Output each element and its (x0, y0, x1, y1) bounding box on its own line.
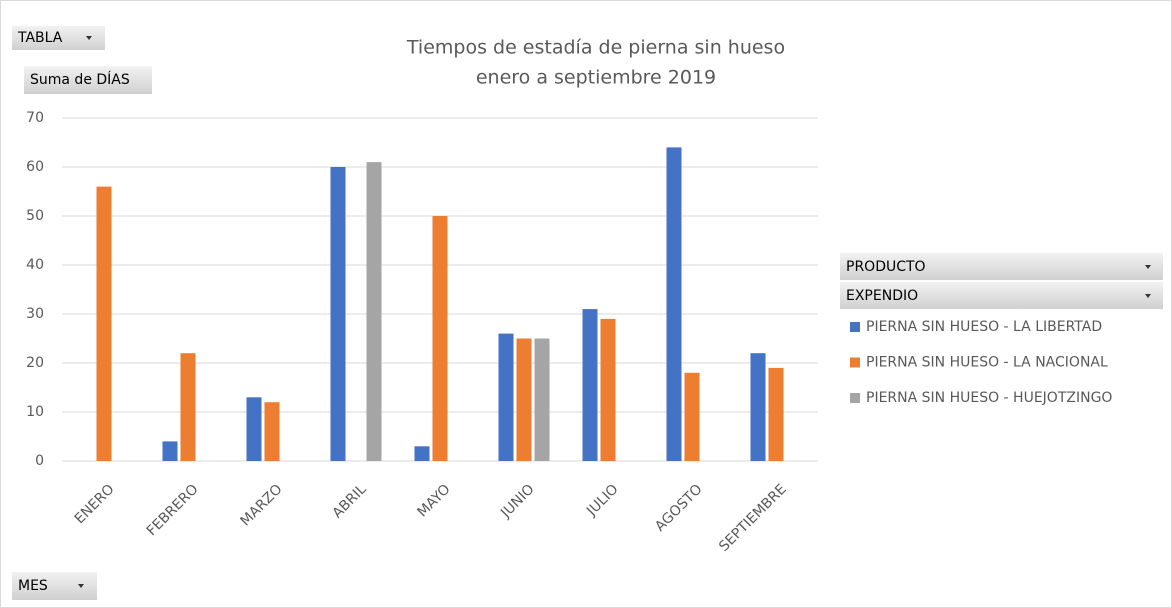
filter-button[interactable]: TABLA (12, 26, 105, 50)
bar (366, 162, 382, 461)
legend-swatch (850, 357, 860, 368)
bar (414, 446, 430, 461)
legend-field: EXPENDIO (846, 288, 918, 304)
legend-swatch (850, 393, 860, 403)
bar (330, 167, 346, 461)
bar (516, 338, 532, 461)
bar (750, 353, 766, 461)
bar (180, 353, 196, 461)
y-tick-label: 40 (26, 257, 44, 273)
y-tick-label: 30 (26, 306, 44, 322)
bar (96, 186, 112, 461)
legend-label: PIERNA SIN HUESO - LA NACIONAL (866, 355, 1108, 371)
axis-button[interactable]: MES (12, 572, 97, 600)
filter-field: TABLA (17, 30, 63, 46)
value-field: Suma de DÍAS (30, 71, 130, 88)
legend-field: PRODUCTO (846, 259, 926, 275)
y-tick-label: 20 (26, 355, 44, 371)
bar (432, 216, 448, 461)
bar (534, 338, 550, 461)
bar (582, 309, 598, 461)
legend-field-button[interactable]: PRODUCTO (840, 253, 1163, 280)
y-tick-label: 50 (26, 208, 44, 224)
chart-title: Tiempos de estadía de pierna sin hueso (406, 37, 785, 59)
bar (768, 367, 784, 461)
bar (246, 397, 262, 461)
legend-label: PIERNA SIN HUESO - LA LIBERTAD (866, 319, 1102, 335)
chart-subtitle: enero a septiembre 2019 (476, 67, 716, 89)
bar (600, 318, 616, 461)
legend-label: PIERNA SIN HUESO - HUEJOTZINGO (866, 390, 1112, 406)
bar (162, 441, 178, 461)
bar (684, 372, 700, 461)
value-button[interactable]: Suma de DÍAS (24, 66, 152, 94)
bar (498, 333, 514, 461)
legend-field-button[interactable]: EXPENDIO (840, 282, 1163, 309)
bar (264, 402, 280, 461)
bar (666, 147, 682, 461)
y-tick-label: 0 (35, 453, 44, 469)
y-tick-label: 60 (26, 159, 44, 175)
y-tick-label: 10 (26, 404, 44, 420)
legend-swatch (850, 322, 860, 332)
y-tick-label: 70 (26, 110, 44, 126)
axis-field: MES (18, 578, 48, 594)
